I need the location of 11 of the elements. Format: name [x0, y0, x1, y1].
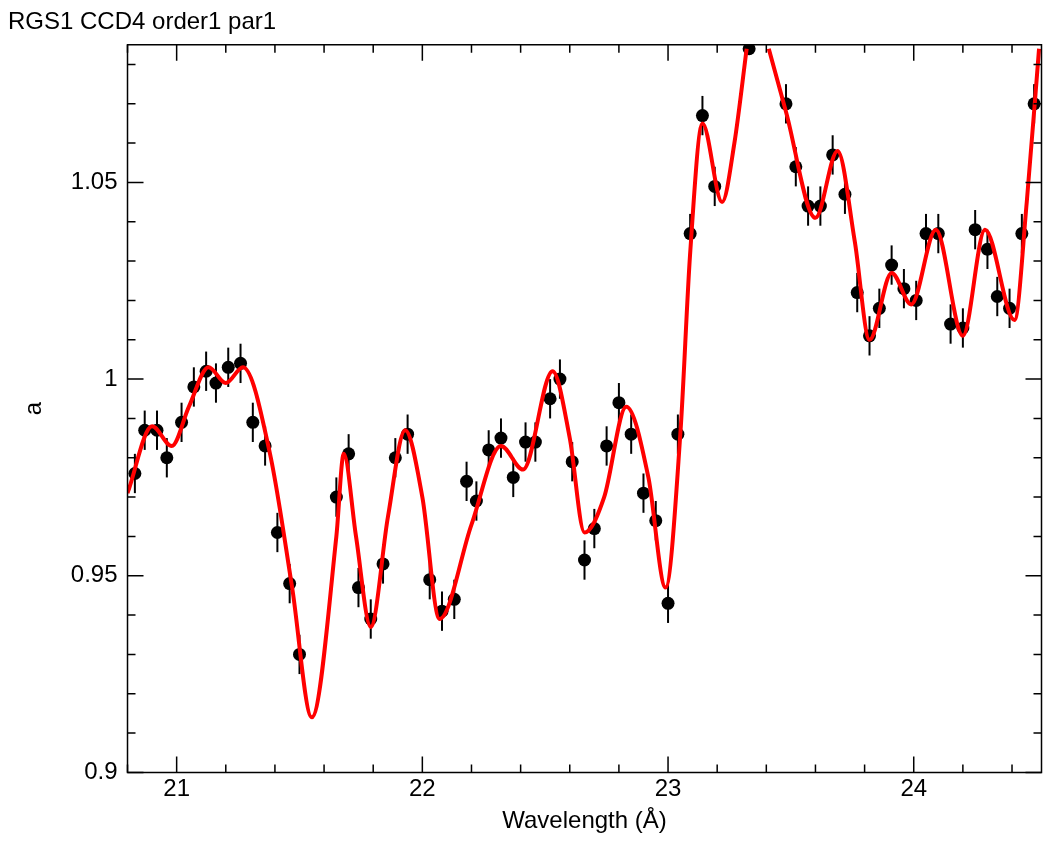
x-tick-label: 23 [654, 774, 682, 802]
x-tick-label: 24 [900, 774, 928, 802]
y-tick-label: 1 [104, 363, 118, 391]
x-tick-label: 22 [408, 774, 436, 802]
y-tick-label: 1.05 [70, 167, 118, 195]
y-tick-label: 0.95 [70, 560, 118, 588]
y-axis-title: a [19, 401, 47, 416]
chart-title: RGS1 CCD4 order1 par1 [8, 7, 277, 35]
x-axis-title: Wavelength (Å) [502, 806, 667, 834]
x-tick-label: 21 [163, 774, 190, 802]
y-tick-label: 0.9 [84, 757, 118, 785]
